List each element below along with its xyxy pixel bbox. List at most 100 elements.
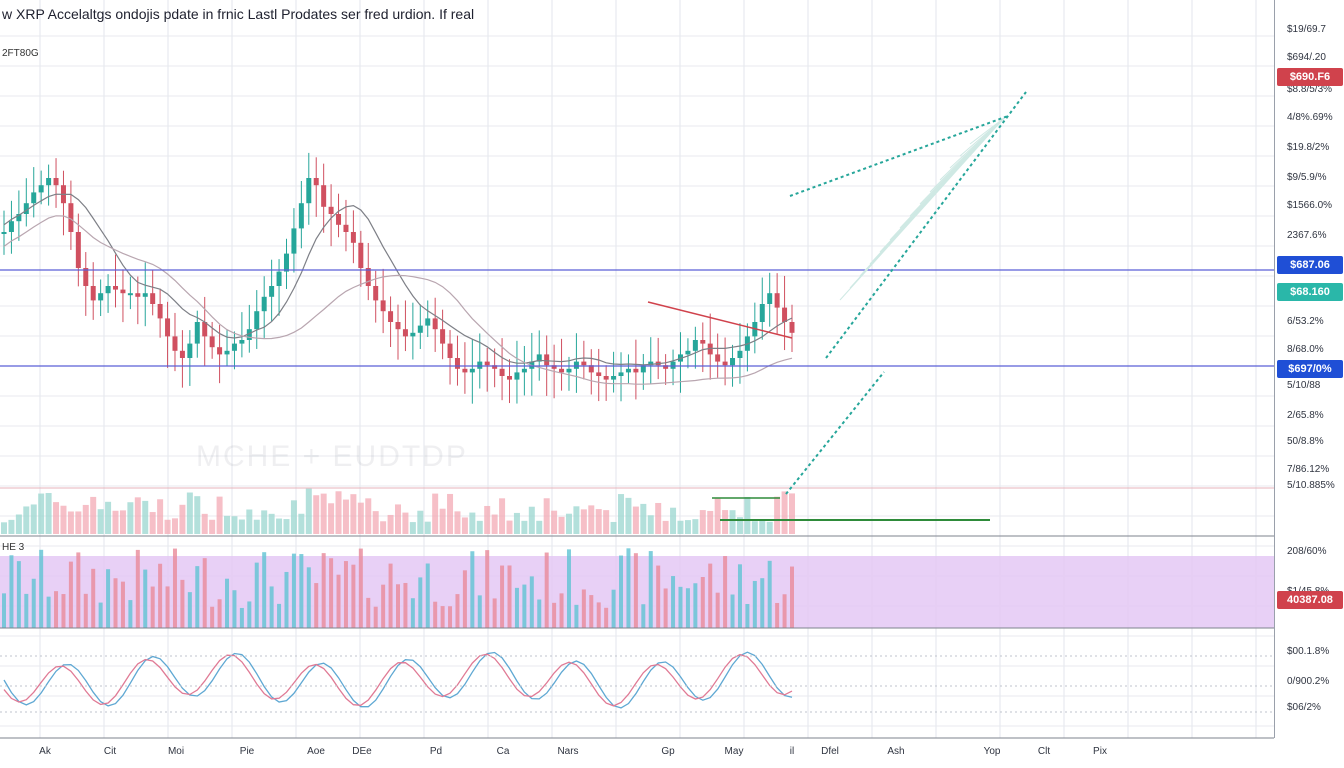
volume-bar (268, 513, 275, 534)
candle-body (350, 232, 356, 243)
candle-body (611, 376, 617, 380)
candle-body (53, 178, 59, 186)
candle-body (685, 350, 691, 355)
volume-bar (231, 516, 238, 534)
candle-body (179, 350, 185, 358)
candle-body (603, 376, 609, 380)
volume-bar (112, 510, 119, 534)
indicator-bar (120, 581, 125, 628)
volume-bar (476, 520, 483, 534)
indicator-bar (329, 558, 334, 628)
volume-bar (632, 506, 639, 534)
volume-bar (759, 519, 766, 534)
volume-bar (662, 520, 669, 534)
indicator-bar (54, 591, 59, 628)
candlestick-series (1, 152, 795, 404)
volume-bar (134, 497, 141, 534)
price-tick-label: $19.8/2% (1287, 142, 1330, 153)
indicator-bar (507, 565, 512, 628)
time-tick-label: Pd (429, 746, 443, 757)
candle-body (113, 286, 119, 290)
indicator-bar (277, 603, 282, 628)
volume-bar (640, 503, 647, 534)
candle-body (68, 203, 74, 232)
indicator-bar (143, 569, 148, 628)
price-tick-label: 2367.6% (1287, 230, 1327, 241)
price-tick-label: 5/10/88 (1287, 380, 1321, 391)
indicator-bar (633, 553, 638, 628)
candle-body (737, 350, 743, 358)
candle-body (313, 178, 319, 186)
price-tag: $690.F6 (1277, 68, 1343, 86)
price-tick-label: $00.1.8% (1287, 646, 1330, 657)
indicator-bar (477, 595, 482, 628)
candle-body (774, 293, 780, 308)
price-tick-label: 4/8%.69% (1287, 112, 1333, 123)
volume-bar (610, 521, 617, 534)
indicator-bar (574, 604, 579, 628)
indicator-bar (180, 579, 185, 628)
time-tick-label: Clt (1037, 746, 1051, 757)
candle-body (395, 322, 401, 330)
volume-bar (253, 519, 260, 534)
candle-body (83, 268, 89, 286)
candle-body (105, 286, 111, 294)
volume-bar (216, 496, 223, 534)
indicator-bar (16, 561, 21, 628)
indicator-bar (514, 587, 519, 628)
candle-body (358, 242, 364, 268)
candle-body (477, 361, 483, 369)
oscillator-line-blue (3, 651, 793, 709)
volume-bar (67, 511, 74, 534)
indicator-bar (767, 560, 772, 628)
forecast-line-middle (825, 91, 1027, 359)
volume-bar (789, 493, 795, 534)
candle-body (514, 372, 520, 380)
volume-bar (350, 494, 357, 534)
price-tag: 40387.08 (1277, 591, 1343, 609)
candle-body (283, 253, 289, 272)
volume-bar (313, 495, 320, 534)
candle-body (581, 361, 587, 366)
volume-bar (551, 510, 558, 534)
volume-bar (707, 510, 714, 534)
candle-body (625, 368, 631, 373)
volume-bar (90, 496, 97, 534)
volume-bar (201, 513, 208, 534)
indicator-bar (306, 567, 311, 628)
volume-bar (320, 493, 327, 534)
candle-body (75, 232, 81, 268)
indicator-bar (262, 552, 267, 628)
price-tag: $697/0% (1277, 360, 1343, 378)
candle-body (321, 185, 327, 207)
candle-body (521, 368, 527, 373)
volume-bar (1, 522, 7, 534)
volume-bar (684, 520, 691, 534)
volume-bar (766, 521, 773, 534)
indicator-bar (210, 606, 215, 628)
price-tick-label: 208/60% (1287, 546, 1327, 557)
time-axis[interactable]: Ak Cit Moi Pie Aoe DEe Pd Ca Nars Gp May il Dfel Ash Y… (0, 738, 1344, 768)
candle-body (782, 307, 788, 322)
volume-bar (439, 508, 446, 534)
indicator-bar (2, 593, 6, 628)
candle-body (157, 304, 163, 319)
volume-bar (387, 514, 394, 534)
volume-bar (186, 492, 193, 534)
indicator-bar (737, 564, 742, 628)
candle-body (209, 336, 215, 348)
candle-body (596, 372, 602, 376)
indicator-bar (351, 564, 356, 628)
indicator-bar (158, 563, 163, 628)
indicator-bar (619, 555, 624, 628)
candle-body (172, 336, 178, 351)
candle-body (789, 322, 795, 333)
candle-body (187, 343, 193, 358)
volume-bar (625, 497, 632, 534)
price-axis[interactable]: $19/69.7 $694/.20 $8.8/5/3% 4/8%.69% $19.8/2… (1274, 0, 1344, 738)
indicator-bar (425, 563, 430, 628)
indicator-bar (663, 588, 668, 628)
volume-bar (417, 510, 424, 534)
price-tick-label: $694/.20 (1287, 52, 1326, 63)
